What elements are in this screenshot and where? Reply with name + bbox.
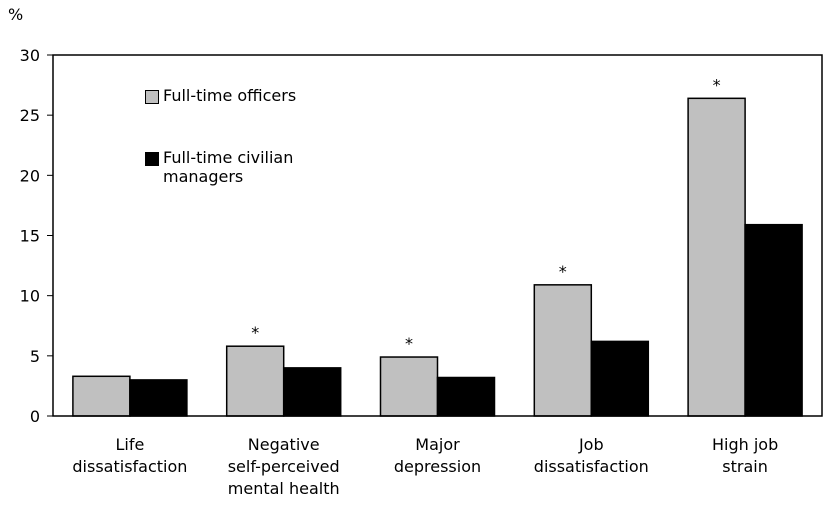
bar: [533, 284, 593, 417]
y-tick-label: 15: [20, 227, 40, 246]
bar: [590, 340, 650, 417]
legend-label: Full-time officers: [163, 86, 297, 105]
x-tick-label: self-perceived: [228, 457, 340, 476]
legend-item: Full-time officers: [145, 86, 325, 105]
x-tick-label: depression: [394, 457, 481, 476]
plot-frame: [52, 54, 823, 417]
y-tick-label: 10: [20, 287, 40, 306]
significance-marker: *: [559, 262, 567, 281]
y-tick-label: 20: [20, 166, 40, 185]
bar: [379, 356, 439, 417]
x-tick-label: Life: [115, 435, 144, 454]
x-tick-label: mental health: [228, 479, 340, 498]
y-tick-label: 25: [20, 106, 40, 125]
bar: [72, 375, 131, 417]
bar: [687, 97, 746, 417]
bar: [744, 223, 803, 417]
significance-marker: *: [405, 334, 413, 353]
x-tick-label: Negative: [248, 435, 320, 454]
y-axis-label: %: [8, 5, 23, 24]
significance-marker: *: [251, 323, 259, 342]
bar: [129, 379, 188, 417]
legend-swatch: [145, 90, 159, 104]
bar: [225, 345, 285, 417]
x-tick-label: Major: [415, 435, 460, 454]
bar: [436, 376, 496, 417]
x-tick-label: strain: [722, 457, 768, 476]
y-tick-label: 5: [30, 347, 40, 366]
legend-label: Full-time civilian managers: [163, 148, 294, 186]
x-tick-label: Job: [578, 435, 604, 454]
x-tick-label: dissatisfaction: [534, 457, 649, 476]
bar: [282, 367, 342, 417]
legend-item: Full-time civilian managers: [145, 148, 325, 186]
legend-swatch: [145, 152, 159, 166]
x-tick-label: dissatisfaction: [72, 457, 187, 476]
significance-marker: *: [713, 75, 721, 94]
x-tick-label: High job: [712, 435, 778, 454]
y-tick-label: 0: [30, 407, 40, 426]
y-tick-label: 30: [20, 46, 40, 65]
